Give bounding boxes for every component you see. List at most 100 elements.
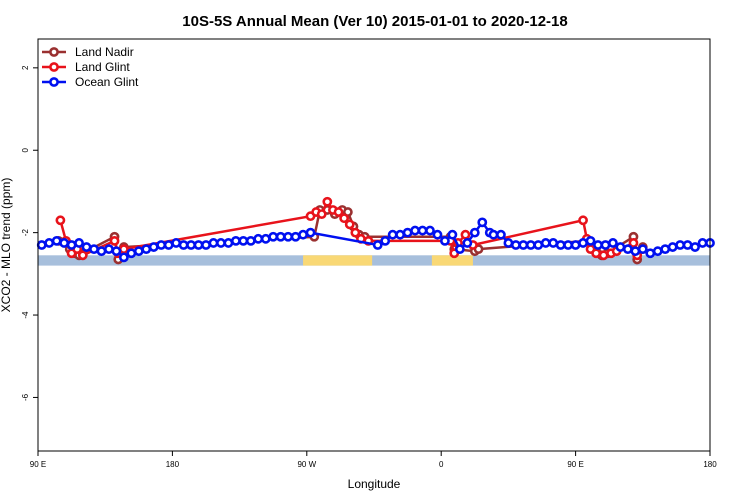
data-point: [488, 229, 499, 240]
legend-label: Land Nadir: [75, 45, 134, 59]
data-point: [622, 244, 633, 255]
data-point: [667, 242, 678, 252]
data-point: [593, 240, 603, 250]
data-point: [525, 240, 536, 250]
data-point: [563, 240, 574, 250]
data-point: [55, 215, 66, 226]
data-point: [697, 238, 708, 248]
y-tick-label: 0: [21, 147, 30, 152]
data-point: [591, 248, 602, 259]
y-tick-label: -6: [21, 393, 30, 401]
data-point: [608, 238, 618, 248]
data-point: [402, 227, 413, 238]
data-point: [410, 225, 420, 236]
chart-title: 10S-5S Annual Mean (Ver 10) 2015-01-01 t…: [182, 13, 567, 30]
x-tick-label: 180: [166, 460, 180, 469]
data-point: [682, 240, 693, 250]
data-point: [141, 244, 152, 255]
x-axis: 90 E 180 90 W 0 90 E 180: [30, 451, 717, 469]
data-point: [540, 238, 551, 248]
data-point: [350, 227, 361, 238]
y-axis-label: XCO2 - MLO trend (ppm): [0, 178, 13, 313]
data-point: [615, 242, 626, 252]
data-point: [454, 244, 465, 255]
data-point: [193, 240, 204, 250]
y-tick-label: -2: [21, 229, 30, 237]
data-point: [126, 248, 137, 259]
plot-frame: [37, 38, 711, 452]
data-point: [133, 246, 144, 257]
data-point: [344, 219, 355, 230]
data-point: [238, 235, 249, 246]
y-axis: 2 0 -2 -4 -6: [21, 65, 38, 401]
data-point: [163, 240, 174, 250]
data-point: [447, 229, 458, 240]
data-point: [298, 229, 308, 240]
data-point: [425, 225, 435, 236]
plot-area: [36, 196, 715, 266]
series-ocean-glint: [36, 217, 715, 263]
data-point: [322, 196, 333, 207]
x-tick-label: 180: [703, 460, 717, 469]
legend-label: Land Glint: [75, 60, 130, 74]
data-point: [518, 240, 529, 250]
data-point: [208, 238, 219, 248]
data-point: [156, 240, 167, 250]
data-point: [387, 229, 398, 240]
data-point: [253, 233, 264, 244]
data-point: [316, 209, 327, 219]
y-tick-label: -4: [21, 311, 30, 319]
data-point: [118, 252, 129, 263]
legend-item: Land Nadir: [42, 45, 134, 59]
x-tick-label: 0: [439, 460, 444, 469]
data-point: [477, 217, 488, 228]
data-point: [339, 213, 350, 224]
data-point: [230, 235, 241, 246]
data-point: [186, 240, 196, 250]
data-point: [578, 215, 588, 226]
data-point: [496, 229, 506, 240]
series-land-nadir: [53, 205, 648, 265]
data-point: [585, 235, 596, 246]
data-point: [260, 233, 271, 244]
y-tick-label: 2: [21, 65, 30, 70]
data-point: [460, 229, 471, 240]
data-point: [570, 240, 581, 250]
data-point: [660, 244, 671, 255]
data-point: [395, 229, 406, 240]
data-point: [44, 238, 55, 248]
data-point: [548, 238, 559, 248]
x-tick-label: 90 W: [297, 460, 316, 469]
data-point: [74, 238, 84, 248]
data-point: [216, 238, 226, 248]
legend-marker: [49, 47, 59, 57]
data-point: [305, 227, 316, 238]
data-point: [690, 242, 700, 252]
data-point: [223, 238, 234, 248]
data-point: [81, 242, 92, 252]
legend-marker: [49, 62, 59, 72]
legend-marker: [49, 77, 59, 87]
data-point: [333, 207, 344, 217]
data-point: [637, 244, 648, 255]
data-point: [290, 231, 301, 242]
data-point: [109, 235, 120, 246]
data-point: [118, 244, 129, 255]
data-point: [600, 240, 611, 250]
data-point: [59, 238, 70, 248]
data-point: [89, 244, 99, 255]
legend-item: Land Glint: [42, 60, 130, 74]
data-point: [432, 229, 443, 240]
ocean-band: [38, 255, 710, 266]
data-point: [111, 246, 122, 257]
data-point: [417, 225, 428, 236]
data-point: [51, 235, 62, 246]
data-point: [630, 246, 641, 257]
data-point: [462, 238, 473, 248]
data-point: [36, 240, 47, 250]
data-point: [66, 240, 77, 250]
data-point: [645, 248, 656, 259]
data-point: [283, 231, 294, 242]
